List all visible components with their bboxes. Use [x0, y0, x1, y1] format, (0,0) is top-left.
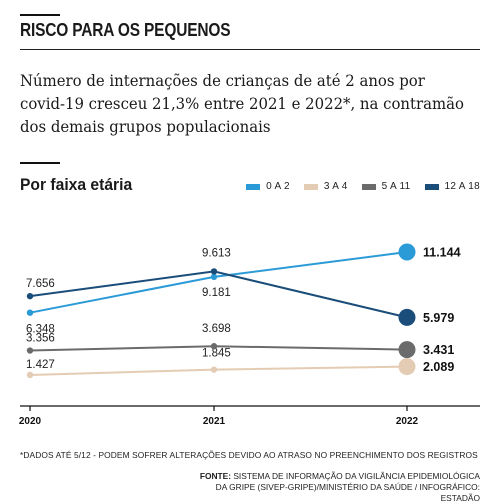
end-point-marker — [398, 243, 416, 261]
end-point-marker — [398, 358, 416, 376]
line-chart: 2020 2021 2022 6.348 9.181 11.144 1.427 1.845 2.… — [19, 243, 480, 427]
data-point — [26, 371, 34, 379]
data-value-label: 9.613 — [202, 247, 231, 259]
data-value-label: 1.427 — [26, 359, 55, 371]
chart-subtitle: Por faixa etária — [20, 175, 133, 194]
data-value-label: 9.181 — [202, 287, 231, 299]
data-value-label: 1.845 — [202, 348, 231, 360]
data-point — [210, 343, 218, 350]
source-note: FONTE: SISTEMA DE INFORMAÇÃO DA VIGILÂNC… — [190, 471, 480, 504]
legend-item-0-a-2: 0 A 2 — [246, 181, 290, 192]
legend-label: 0 A 2 — [266, 181, 290, 192]
x-tick-label: 2021 — [203, 416, 226, 427]
data-point — [26, 292, 34, 300]
end-value-label: 2.089 — [423, 360, 454, 374]
data-point — [26, 309, 34, 316]
legend-label: 3 A 4 — [323, 181, 348, 192]
data-value-label: 7.656 — [26, 278, 55, 290]
end-value-label: 11.144 — [423, 246, 461, 260]
data-point — [26, 347, 34, 354]
data-point — [210, 366, 218, 373]
end-point-marker — [398, 341, 416, 359]
data-point — [210, 268, 218, 275]
legend-label: 5 A 11 — [381, 181, 411, 192]
end-value-label: 3.431 — [423, 343, 454, 357]
legend-item-5-a-11: 5 A 11 — [361, 181, 411, 192]
x-tick-label: 2022 — [396, 416, 419, 427]
legend-label: 12 A 18 — [444, 181, 480, 192]
legend-item-12-a-18: 12 A 18 — [424, 181, 480, 192]
data-value-label: 6.348 — [26, 324, 55, 336]
top-rule — [20, 14, 60, 16]
x-tick-label: 2020 — [19, 416, 42, 427]
headline: Número de internações de crianças de até… — [20, 72, 464, 136]
legend-swatch — [246, 183, 261, 190]
kicker-divider — [20, 49, 480, 50]
end-value-label: 5.979 — [423, 311, 454, 325]
data-value-label: 3.698 — [202, 323, 231, 335]
legend-swatch — [303, 183, 318, 190]
data-point — [210, 273, 218, 281]
legend-item-3-a-4: 3 A 4 — [303, 181, 348, 192]
legend: 0 A 2 3 A 4 5 A 11 12 A 18 — [246, 181, 480, 192]
data-value-label: 3.356 — [26, 333, 55, 345]
section-rule — [20, 162, 60, 164]
legend-swatch — [424, 183, 439, 190]
source-text: SISTEMA DE INFORMAÇÃO DA VIGILÂNCIA EPID… — [215, 471, 480, 503]
source-label: FONTE: — [199, 471, 232, 481]
footnote: *DADOS ATÉ 5/12 - PODEM SOFRER ALTERAÇÕE… — [20, 450, 478, 460]
end-point-marker — [398, 308, 416, 326]
series-line-1 — [29, 365, 408, 376]
legend-swatch — [361, 183, 376, 190]
kicker-title: RISCO PARA OS PEQUENOS — [20, 20, 231, 40]
